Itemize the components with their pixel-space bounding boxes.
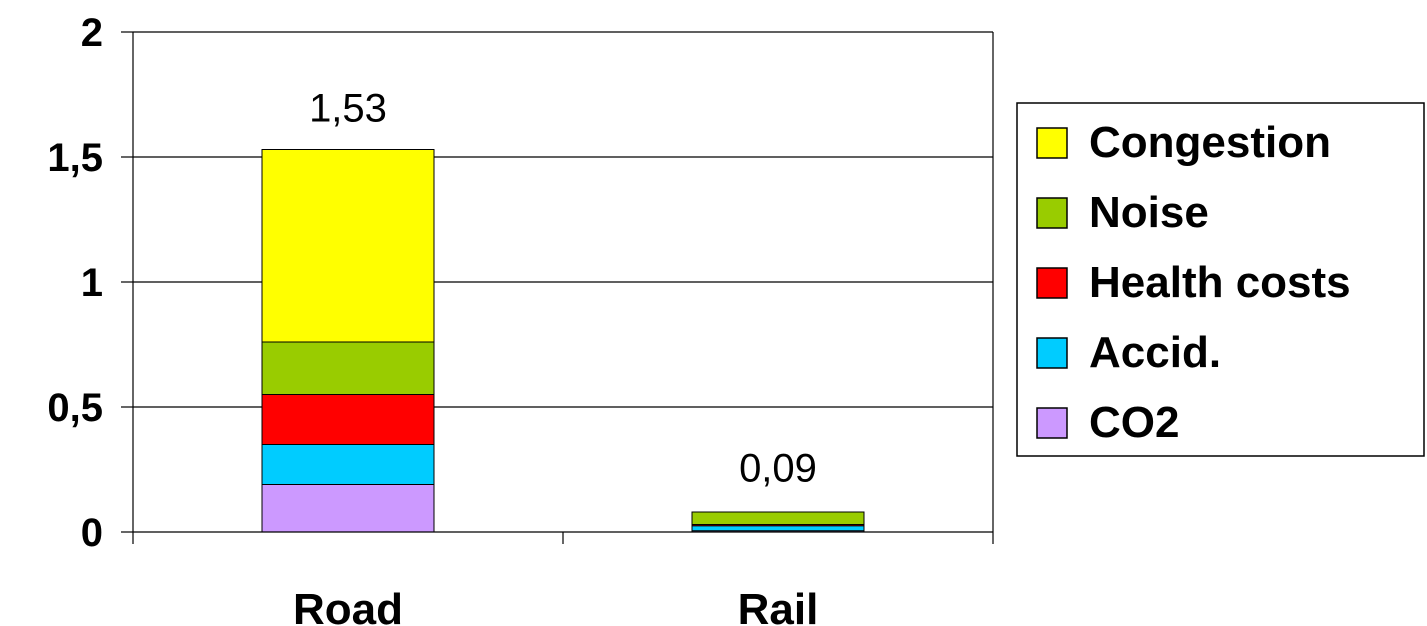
data-label-total: 1,53 [309,87,387,131]
legend-swatch-co2 [1036,407,1068,439]
bar-segment-road-congestion [261,149,435,343]
y-tick-labels: 0 0,5 1 1,5 2 [47,11,103,555]
legend-label-congestion: Congestion [1089,118,1331,167]
y-tick-label: 0 [81,511,103,555]
legend-label-health-costs: Health costs [1089,258,1351,307]
x-tick-labels: Road Rail [293,585,818,626]
y-tick-label: 1,5 [47,136,103,180]
legend-label-accid: Accid. [1089,328,1221,377]
axes [121,31,994,544]
legend-label-co2: CO2 [1089,398,1179,447]
bars [261,149,865,533]
legend-swatch-noise [1036,197,1068,229]
legend-label-noise: Noise [1089,188,1209,237]
y-tick-label: 2 [81,11,103,55]
data-label-total: 0,09 [739,447,817,491]
bar-segment-rail-noise [691,511,865,525]
legend-swatch-congestion [1036,127,1068,159]
legend-swatch-health-costs [1036,267,1068,299]
y-tick-label: 1 [81,261,103,305]
x-tick-label: Rail [738,585,819,626]
x-tick-label: Road [293,585,403,626]
bar-segment-road-health-costs [261,394,435,445]
bar-segment-rail-accid [691,525,865,532]
y-tick-label: 0,5 [47,386,103,430]
legend-swatch-accid [1036,337,1068,369]
total-data-labels: 1,53 0,09 [309,87,817,491]
bar-segment-road-accid [261,444,435,485]
legend-box [1016,102,1425,457]
legend: Congestion Noise Health costs Accid. CO2 [1016,102,1425,457]
bar-segment-road-noise [261,341,435,395]
bar-segment-road-co2 [261,484,435,533]
